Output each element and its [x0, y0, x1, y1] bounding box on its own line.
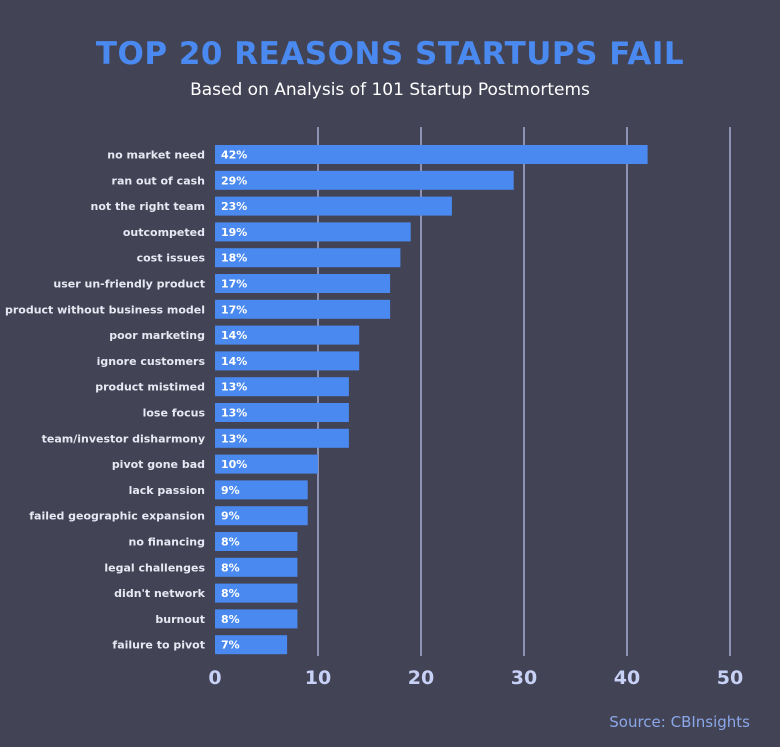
bar-16	[215, 557, 298, 577]
value-label-12: 10%	[221, 458, 247, 471]
category-label-16: legal challenges	[104, 561, 205, 574]
category-label-11: team/investor disharmony	[42, 432, 205, 445]
value-label-3: 19%	[221, 226, 247, 239]
value-label-13: 9%	[221, 484, 240, 497]
x-tick-label-0: 0	[208, 667, 221, 689]
bar-2	[215, 196, 452, 216]
bar-12	[215, 454, 318, 474]
category-label-14: failed geographic expansion	[29, 510, 205, 523]
category-label-6: product without business model	[5, 303, 205, 316]
category-label-17: didn't network	[114, 587, 205, 600]
category-label-2: not the right team	[91, 200, 205, 213]
category-label-9: product mistimed	[95, 381, 205, 394]
bar-4	[215, 248, 401, 268]
value-label-0: 42%	[221, 149, 247, 162]
bar-8	[215, 351, 360, 371]
value-label-5: 17%	[221, 278, 247, 291]
value-label-8: 14%	[221, 355, 247, 368]
bar-11	[215, 428, 349, 448]
value-label-9: 13%	[221, 381, 247, 394]
category-label-18: burnout	[155, 613, 205, 626]
category-label-10: lose focus	[143, 407, 206, 420]
category-label-12: pivot gone bad	[112, 458, 205, 471]
value-label-6: 17%	[221, 303, 247, 316]
category-label-8: ignore customers	[97, 355, 206, 368]
x-tick-label-10: 10	[305, 667, 331, 689]
chart-title: TOP 20 REASONS STARTUPS FAIL	[95, 36, 685, 72]
category-label-0: no market need	[107, 149, 205, 162]
value-label-10: 13%	[221, 407, 247, 420]
category-label-4: cost issues	[137, 252, 206, 265]
value-label-17: 8%	[221, 587, 240, 600]
category-label-15: no financing	[129, 536, 205, 549]
bar-1	[215, 170, 514, 190]
bar-13	[215, 480, 308, 500]
x-tick-label-40: 40	[614, 667, 640, 689]
value-label-2: 23%	[221, 200, 247, 213]
value-label-19: 7%	[221, 639, 240, 652]
value-label-15: 8%	[221, 536, 240, 549]
bar-5	[215, 274, 391, 293]
bar-10	[215, 403, 349, 422]
value-label-4: 18%	[221, 252, 247, 265]
value-label-18: 8%	[221, 613, 240, 626]
x-tick-label-50: 50	[717, 667, 743, 689]
category-label-5: user un-friendly product	[53, 278, 205, 291]
category-label-19: failure to pivot	[112, 639, 205, 652]
bar-6	[215, 299, 391, 319]
chart-subtitle: Based on Analysis of 101 Startup Postmor…	[190, 80, 590, 100]
category-label-7: poor marketing	[109, 329, 205, 342]
bar-15	[215, 532, 298, 551]
bar-18	[215, 609, 298, 629]
bar-17	[215, 583, 298, 603]
bar-7	[215, 325, 360, 345]
bar-19	[215, 635, 288, 655]
bar-3	[215, 222, 411, 242]
category-label-1: ran out of cash	[112, 174, 205, 187]
category-label-13: lack passion	[129, 484, 205, 497]
category-label-3: outcompeted	[123, 226, 205, 239]
x-tick-label-20: 20	[408, 667, 434, 689]
source-note: Source: CBInsights	[609, 713, 750, 731]
value-label-7: 14%	[221, 329, 247, 342]
bar-0	[215, 145, 648, 164]
value-label-14: 9%	[221, 510, 240, 523]
x-tick-label-30: 30	[511, 667, 537, 689]
value-label-1: 29%	[221, 174, 247, 187]
value-label-16: 8%	[221, 561, 240, 574]
bar-9	[215, 377, 349, 397]
bar-14	[215, 506, 308, 526]
value-label-11: 13%	[221, 432, 247, 445]
